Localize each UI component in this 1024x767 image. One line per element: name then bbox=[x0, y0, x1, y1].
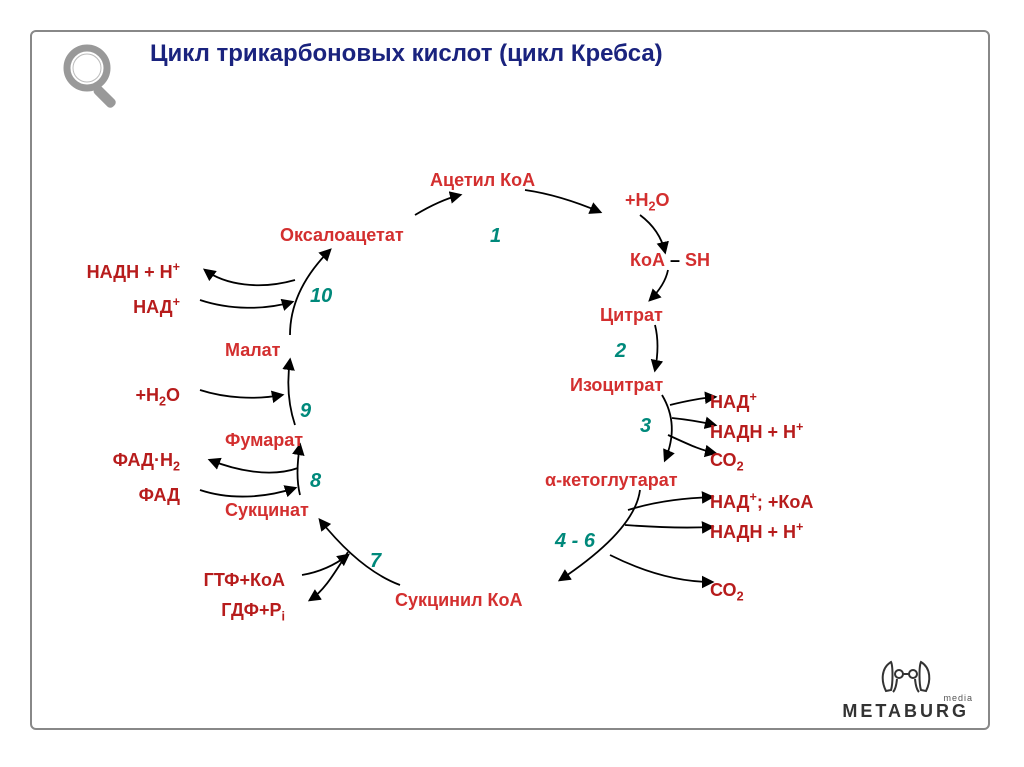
step-2: 2 bbox=[615, 340, 626, 363]
label-nad3: НАД+ bbox=[710, 390, 757, 413]
label-fumarate: Фумарат bbox=[225, 430, 303, 451]
label-aketo: α-кетоглутарат bbox=[545, 470, 678, 491]
label-oxalo: Оксалоацетат bbox=[280, 225, 404, 246]
label-gdp: ГДФ+Рi bbox=[221, 600, 285, 624]
logo-media: media bbox=[943, 693, 973, 703]
step-10: 10 bbox=[310, 285, 332, 308]
label-co2_3: СО2 bbox=[710, 450, 744, 474]
label-koash: КоА – SH bbox=[630, 250, 710, 271]
metaburg-logo: METABURG media bbox=[842, 656, 969, 722]
label-nadh10: НАДН + Н+ bbox=[87, 260, 180, 283]
arrow-layer bbox=[0, 0, 1024, 767]
step-9: 9 bbox=[300, 400, 311, 423]
label-succoa: Сукцинил КоА bbox=[395, 590, 523, 611]
label-gtp: ГТФ+КоА bbox=[204, 570, 285, 591]
logo-brand: METABURG bbox=[842, 701, 969, 721]
label-acetyl: Ацетил КоА bbox=[430, 170, 535, 191]
step-3: 3 bbox=[640, 415, 651, 438]
step-4 - 6: 4 - 6 bbox=[555, 530, 595, 553]
label-nadh4: НАДН + Н+ bbox=[710, 520, 803, 543]
step-7: 7 bbox=[370, 550, 381, 573]
step-1: 1 bbox=[490, 225, 501, 248]
label-h2o_in: +H2O bbox=[625, 190, 670, 214]
label-nad10: НАД+ bbox=[133, 295, 180, 318]
label-nadh3: НАДН + Н+ bbox=[710, 420, 803, 443]
label-co2_4: СО2 bbox=[710, 580, 744, 604]
label-citrate: Цитрат bbox=[600, 305, 663, 326]
label-fad: ФАД bbox=[139, 485, 180, 506]
label-h2o9: +H2O bbox=[135, 385, 180, 409]
label-succinate: Сукцинат bbox=[225, 500, 309, 521]
label-nadk4: НАД+; +КоА bbox=[710, 490, 813, 513]
label-fadh2: ФАД·Н2 bbox=[113, 450, 180, 474]
step-8: 8 bbox=[310, 470, 321, 493]
label-malate: Малат bbox=[225, 340, 281, 361]
label-isocit: Изоцитрат bbox=[570, 375, 663, 396]
